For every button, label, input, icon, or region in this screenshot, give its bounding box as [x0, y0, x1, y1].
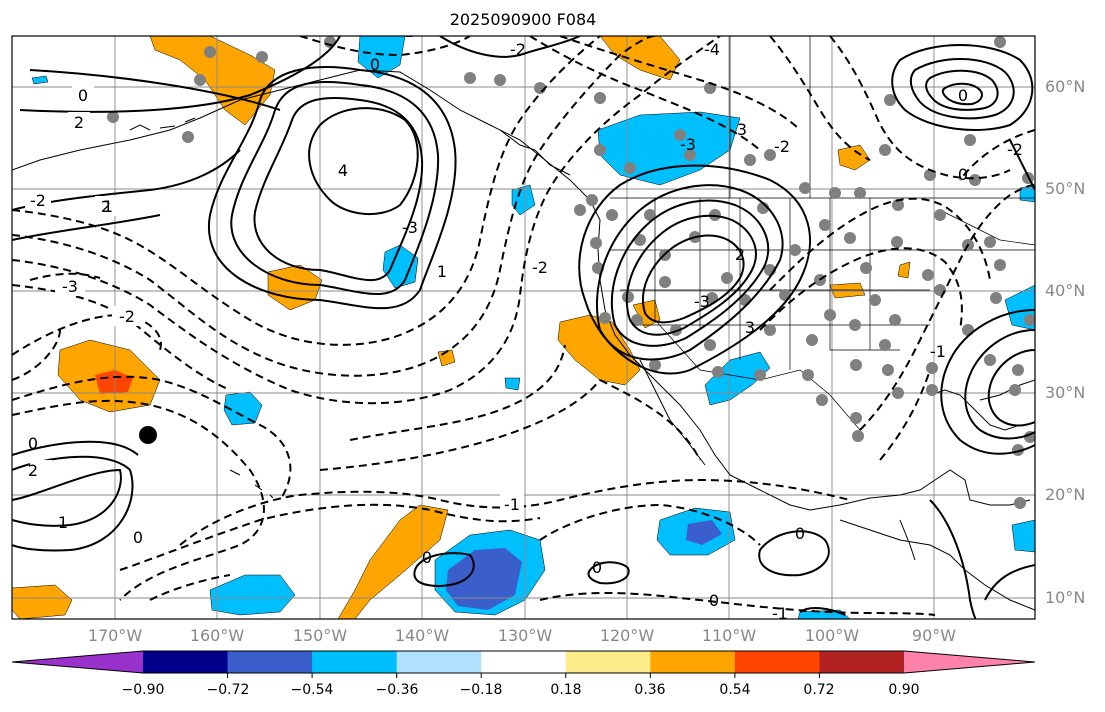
strong-positive-core: [95, 370, 133, 394]
contour-label: 0: [422, 548, 432, 567]
lat-label: 10°N: [1045, 588, 1086, 607]
contour-label: -1: [504, 495, 520, 514]
colorbar-tick-label: 0.90: [888, 682, 920, 698]
colorbar-tick-label: −0.36: [375, 682, 419, 698]
contour-label: 0: [28, 434, 38, 453]
contour-label: 2: [735, 245, 745, 264]
contour-label: -1: [772, 604, 788, 623]
lon-label: 140°W: [394, 626, 450, 645]
lon-label: 150°W: [292, 626, 348, 645]
state-borders: [610, 36, 1035, 431]
colorbar-segment: [396, 651, 482, 673]
map-frame: [11, 35, 1036, 620]
lon-label: 160°W: [189, 626, 245, 645]
colorbar-tick-label: 0.36: [634, 682, 666, 698]
contour-labels: 0 2 -2 -3 2 1 -1 -2 0 2 -3 3 0 1 -1 -2 -…: [25, 20, 1023, 623]
contour-label: -3: [680, 135, 696, 154]
colorbar-tick-label: −0.18: [459, 682, 503, 698]
colorbar-segment: [650, 651, 736, 673]
solid-contours: [12, 36, 1035, 619]
contour-label: -2: [1007, 140, 1023, 159]
contour-label: 2: [101, 197, 111, 216]
colorbar-tick-label: 0.72: [803, 682, 835, 698]
map-title: 2025090900 F084: [449, 10, 597, 29]
lat-label: 50°N: [1045, 179, 1086, 198]
contour-label: 2: [28, 461, 38, 480]
contour-label: -1: [612, 20, 628, 39]
colorbar-tick-label: 0.54: [719, 682, 751, 698]
contour-label: -4: [704, 40, 720, 59]
colorbar: [11, 650, 1036, 678]
colorbar-extend-high: [904, 651, 1035, 673]
colorbar-tick-label: −0.72: [206, 682, 250, 698]
contour-label: -3: [402, 218, 418, 237]
colorbar-segment: [227, 651, 313, 673]
contour-label: -2: [532, 258, 548, 277]
contour-label: 1: [58, 513, 68, 532]
colorbar-tick-label: −0.54: [290, 682, 334, 698]
strong-negative-core: [446, 520, 722, 610]
contour-label: 0: [709, 591, 719, 610]
contour-label: 3: [737, 120, 747, 139]
contour-label: -1: [398, 22, 414, 41]
contour-label: -2: [30, 191, 46, 210]
contour-label: 0: [133, 528, 143, 547]
map-background: [12, 36, 1035, 619]
lon-label: 110°W: [701, 626, 757, 645]
contour-label: 3: [745, 318, 755, 337]
contour-label: -2: [510, 40, 526, 59]
contour-label: 0: [795, 524, 805, 543]
contour-label: 0: [958, 86, 968, 105]
colorbar-segment: [312, 651, 398, 673]
lon-label: 170°W: [87, 626, 143, 645]
lat-label: 30°N: [1045, 383, 1086, 402]
lon-label: 120°W: [599, 626, 655, 645]
colorbar-extend-low: [12, 651, 143, 673]
contour-label: 0: [78, 86, 88, 105]
dashed-contours: [12, 36, 1035, 616]
colorbar-outline: [11, 650, 1036, 674]
colorbar-segment: [819, 651, 905, 673]
contour-label: -3: [694, 292, 710, 311]
colorbar-segment: [734, 651, 820, 673]
colorbar-segment: [481, 651, 567, 673]
lat-label: 60°N: [1045, 77, 1086, 96]
contour-label: 4: [338, 161, 348, 180]
contour-label: 1: [437, 262, 447, 281]
lon-label: 130°W: [497, 626, 553, 645]
lon-label: 100°W: [804, 626, 860, 645]
contour-label: -2: [774, 137, 790, 156]
colorbar-segment: [143, 651, 229, 673]
contour-label: 2: [74, 113, 84, 132]
colorbar-tick-label: −0.90: [121, 682, 165, 698]
lat-label: 20°N: [1045, 485, 1086, 504]
lat-label: 40°N: [1045, 281, 1086, 300]
contour-label: -1: [930, 342, 946, 361]
coastlines: [12, 69, 1035, 611]
black-station-marker: [139, 426, 157, 444]
contour-label: 1: [103, 197, 113, 216]
lat-lon-grid: [12, 36, 1035, 619]
contour-label: 0: [592, 558, 602, 577]
station-dots: [107, 36, 1035, 509]
contour-label: 0: [370, 55, 380, 74]
contour-label: -2: [119, 307, 135, 326]
colorbar-segment: [565, 651, 651, 673]
colorbar-tick-label: 0.18: [550, 682, 582, 698]
contour-label: 0: [958, 165, 968, 184]
contour-label: -3: [62, 277, 78, 296]
lon-label: 90°W: [911, 626, 957, 645]
